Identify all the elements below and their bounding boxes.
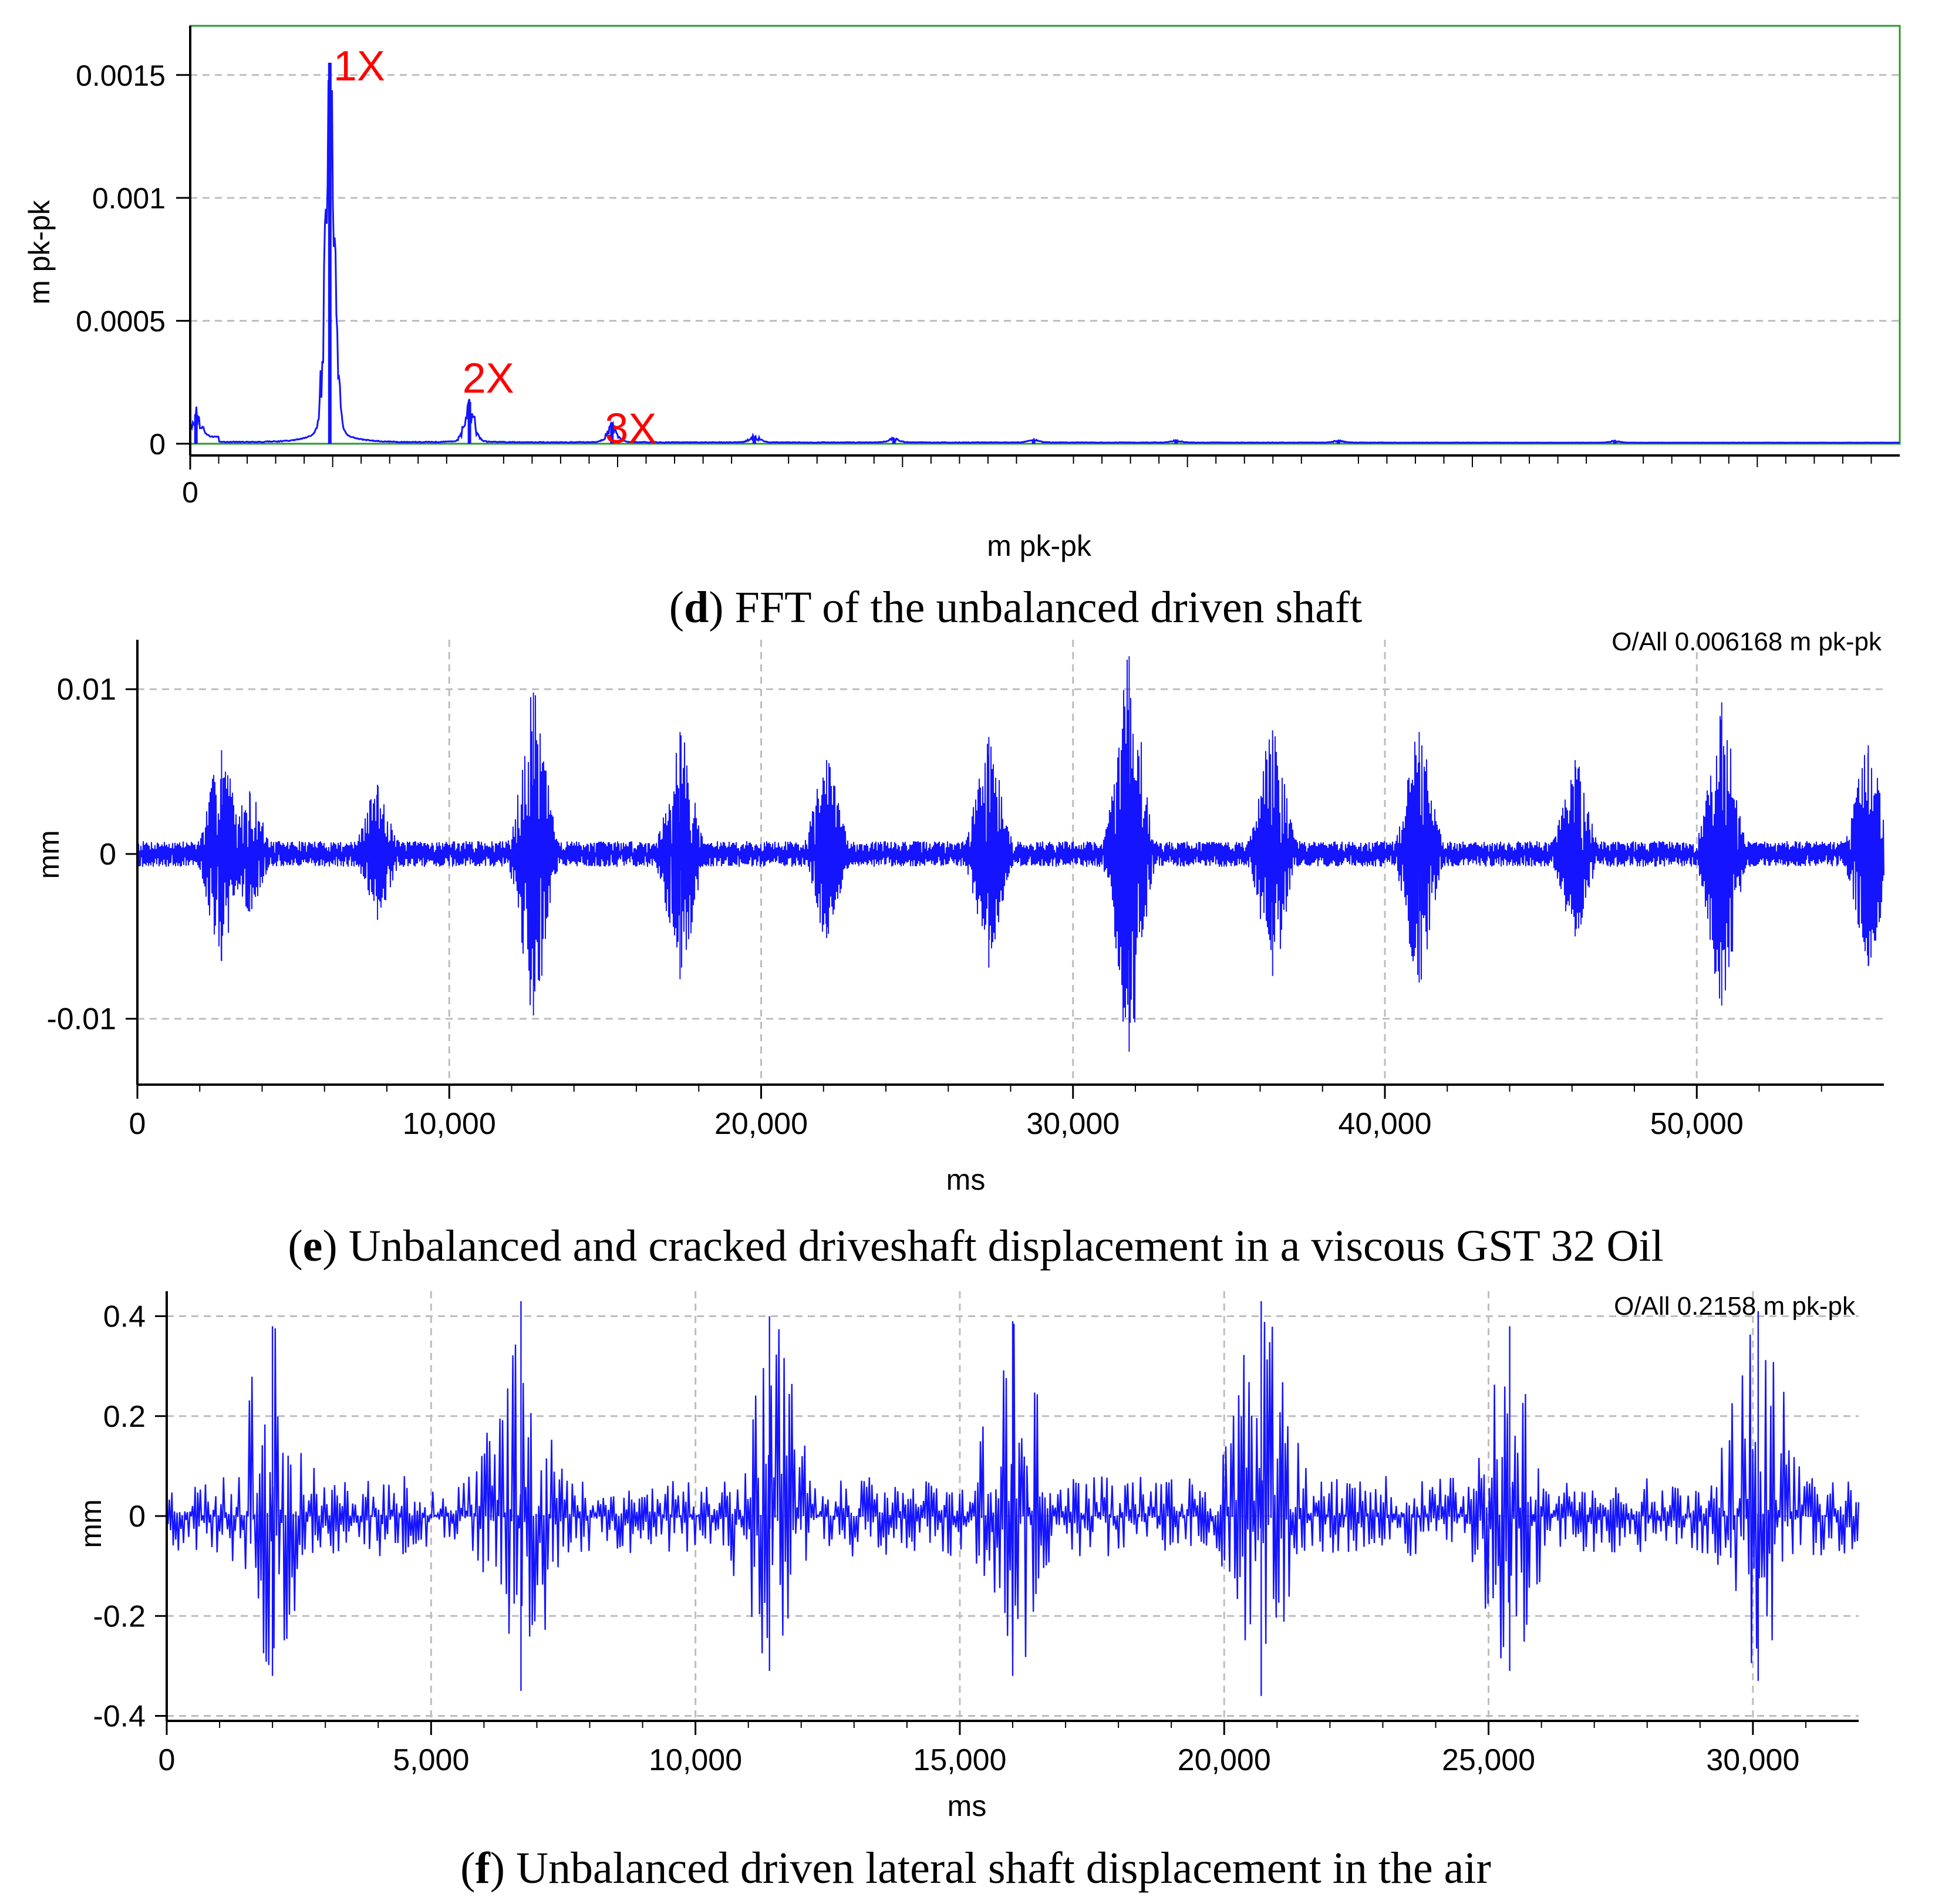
fft-harmonic-annotation: 3X <box>605 405 656 452</box>
air-x-tick-label: 30,000 <box>1706 1743 1799 1777</box>
air-y-tick-label: 0 <box>129 1500 146 1534</box>
fft-caption-label: d <box>684 583 709 632</box>
air-y-tick-label: -0.4 <box>93 1699 146 1733</box>
fft-ticks: 010,0020,0030,0040,0050,0060,0000.00050.… <box>76 59 1872 509</box>
air-x-axis-label: ms <box>948 1790 987 1822</box>
air-caption-text: Unbalanced driven lateral shaft displace… <box>516 1844 1491 1893</box>
oil-x-tick-label: 0 <box>129 1107 146 1141</box>
fft-y-tick-label: 0.001 <box>92 182 166 215</box>
fft-harmonic-annotation: 2X <box>463 355 514 402</box>
air-x-tick-label: 5,000 <box>393 1743 469 1777</box>
air-y-tick-label: 0.2 <box>103 1400 146 1434</box>
oil-x-axis-label: ms <box>946 1163 986 1196</box>
oil-caption-text: Unbalanced and cracked driveshaft displa… <box>349 1221 1664 1271</box>
fft-caption: (d) FFT of the unbalanced driven shaft <box>669 583 1363 632</box>
fft-y-tick-label: 0.0005 <box>76 305 166 338</box>
air-x-tick-label: 15,000 <box>913 1743 1006 1777</box>
fft-grid <box>190 74 1900 322</box>
fft-x-axis-label: m pk-pk <box>987 529 1092 562</box>
fft-x-tick-label: 0 <box>182 476 198 509</box>
air-displacement-ticks: 0 5,000 10,000 15,000 20,000 25,000 30,000 -0.4… <box>93 1300 1806 1777</box>
air-y-axis-label: mm <box>75 1499 107 1548</box>
oil-caption: (e) Unbalanced and cracked driveshaft di… <box>288 1221 1663 1271</box>
air-x-tick-label: 20,000 <box>1178 1743 1271 1777</box>
oil-x-tick-label: 10,000 <box>403 1107 496 1141</box>
air-x-tick-label: 0 <box>159 1743 176 1777</box>
oil-overall-label: O/All 0.006168 m pk-pk <box>1612 627 1882 656</box>
oil-x-tick-label: 20,000 <box>714 1107 808 1141</box>
oil-y-axis-label: mm <box>32 830 65 879</box>
oil-displacement-series <box>137 656 1884 1052</box>
oil-x-tick-label: 30,000 <box>1026 1107 1120 1141</box>
air-overall-label: O/All 0.2158 m pk-pk <box>1614 1292 1856 1321</box>
fft-y-tick-label: 0.0015 <box>76 59 166 92</box>
oil-y-tick-label: -0.01 <box>46 1002 116 1037</box>
oil-x-tick-label: 40,000 <box>1338 1107 1431 1141</box>
oil-y-tick-label: 0 <box>99 838 116 872</box>
fft-chart-panel: 010,0020,0030,0040,0050,0060,0000.00050.… <box>23 25 1901 632</box>
air-x-tick-label: 25,000 <box>1442 1743 1535 1777</box>
fft-harmonic-annotation: 1X <box>333 43 385 90</box>
oil-signal-line <box>137 659 1884 1023</box>
air-y-tick-label: -0.2 <box>93 1599 146 1633</box>
oil-y-tick-label: 0.01 <box>57 673 116 707</box>
fft-annotations: 1X 2X 3X <box>333 43 657 453</box>
fft-y-tick-label: 0 <box>149 428 166 461</box>
oil-displacement-chart-panel: 0 10,000 20,000 30,000 40,000 50,000 -0.01 0 0.0… <box>32 627 1884 1271</box>
air-x-tick-label: 10,000 <box>649 1743 742 1777</box>
fft-plot-frame <box>189 25 1901 445</box>
air-displacement-chart-panel: 0 5,000 10,000 15,000 20,000 25,000 30,000 -0.4… <box>75 1291 1860 1893</box>
oil-x-tick-label: 50,000 <box>1650 1107 1744 1141</box>
oil-displacement-ticks: 0 10,000 20,000 30,000 40,000 50,000 -0.01 0 0.0… <box>46 673 1822 1141</box>
oil-caption-label: e <box>303 1221 323 1271</box>
fft-spectrum-line <box>189 80 1900 444</box>
air-caption-label: f <box>475 1844 491 1893</box>
fft-series <box>189 62 1900 444</box>
air-y-tick-label: 0.4 <box>103 1300 146 1334</box>
fft-y-axis-label: m pk-pk <box>23 200 56 305</box>
air-caption: (f) Unbalanced driven lateral shaft disp… <box>460 1844 1491 1893</box>
air-displacement-series <box>166 1301 1860 1696</box>
fft-caption-text: FFT of the unbalanced driven shaft <box>735 583 1363 632</box>
